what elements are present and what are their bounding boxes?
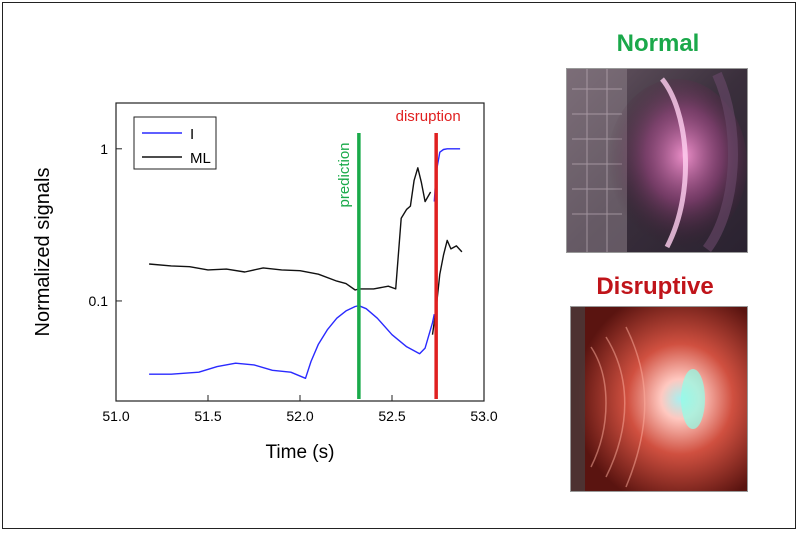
y-axis-label: Normalized signals bbox=[32, 168, 54, 337]
normal-tokamak-image bbox=[566, 68, 748, 253]
x-tick-label: 51.0 bbox=[102, 408, 129, 424]
disruption-marker-label: disruption bbox=[396, 108, 461, 125]
y-tick-label: 0.1 bbox=[89, 293, 109, 309]
x-tick-label: 52.0 bbox=[286, 408, 313, 424]
series-line-ML bbox=[149, 167, 432, 291]
disruptive-tokamak-image bbox=[570, 306, 748, 492]
series-line-I bbox=[149, 305, 435, 379]
legend-label-I: I bbox=[190, 126, 194, 143]
x-tick-label: 52.5 bbox=[378, 408, 405, 424]
y-tick-label: 1 bbox=[100, 141, 108, 157]
legend-label-ML: ML bbox=[190, 150, 211, 167]
x-tick-label: 51.5 bbox=[194, 408, 221, 424]
normal-title: Normal bbox=[616, 30, 700, 57]
x-axis-label: Time (s) bbox=[266, 442, 335, 463]
disruptive-title: Disruptive bbox=[596, 273, 714, 300]
chart-legend: I ML bbox=[133, 116, 217, 170]
x-tick-label: 53.0 bbox=[470, 408, 497, 424]
prediction-marker-label: prediction bbox=[336, 142, 353, 207]
